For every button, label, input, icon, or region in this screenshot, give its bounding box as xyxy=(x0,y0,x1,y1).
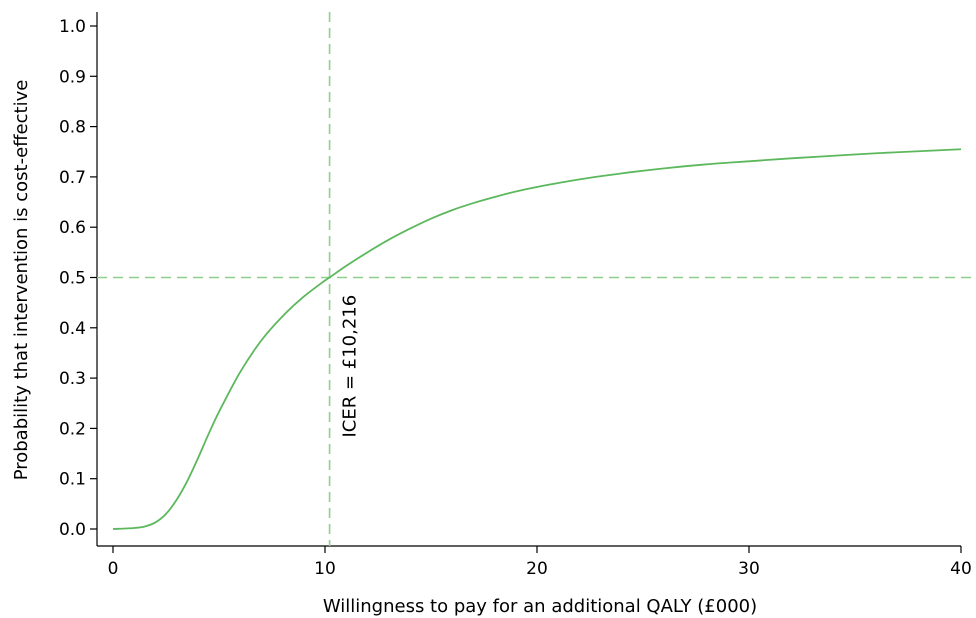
axes: 0.0 0.1 0.2 0.3 0.4 0.5 0.6 0.7 0.8 0.9 1.0 0 10 20 30… xyxy=(59,12,972,579)
labels: Willingness to pay for an additional QAL… xyxy=(11,80,757,617)
y-tick-label: 0.5 xyxy=(59,269,86,289)
y-tick-label: 0.8 xyxy=(59,118,86,138)
y-tick-label: 1.0 xyxy=(59,17,86,37)
x-tick-label: 40 xyxy=(950,559,972,579)
series-curve xyxy=(112,148,962,530)
y-tick-label: 0.1 xyxy=(59,470,86,490)
y-tick-label: 0.6 xyxy=(59,218,86,238)
ceac-curve xyxy=(112,148,962,530)
x-axis-title: Willingness to pay for an additional QAL… xyxy=(323,596,757,617)
x-tick-label: 20 xyxy=(526,559,548,579)
y-tick-label: 0.7 xyxy=(59,168,86,188)
x-tick-label: 0 xyxy=(108,559,119,579)
y-tick-label: 0.4 xyxy=(59,319,86,339)
reference-lines xyxy=(97,12,976,546)
x-tick-label: 30 xyxy=(738,559,760,579)
x-tick-label: 10 xyxy=(314,559,336,579)
y-axis-title: Probability that intervention is cost-ef… xyxy=(11,80,32,481)
icer-annotation: ICER = £10,216 xyxy=(340,295,361,438)
y-tick-label: 0.3 xyxy=(59,369,86,389)
y-tick-label: 0.9 xyxy=(59,67,86,87)
y-tick-label: 0.2 xyxy=(59,419,86,439)
y-tick-label: 0.0 xyxy=(59,520,86,540)
